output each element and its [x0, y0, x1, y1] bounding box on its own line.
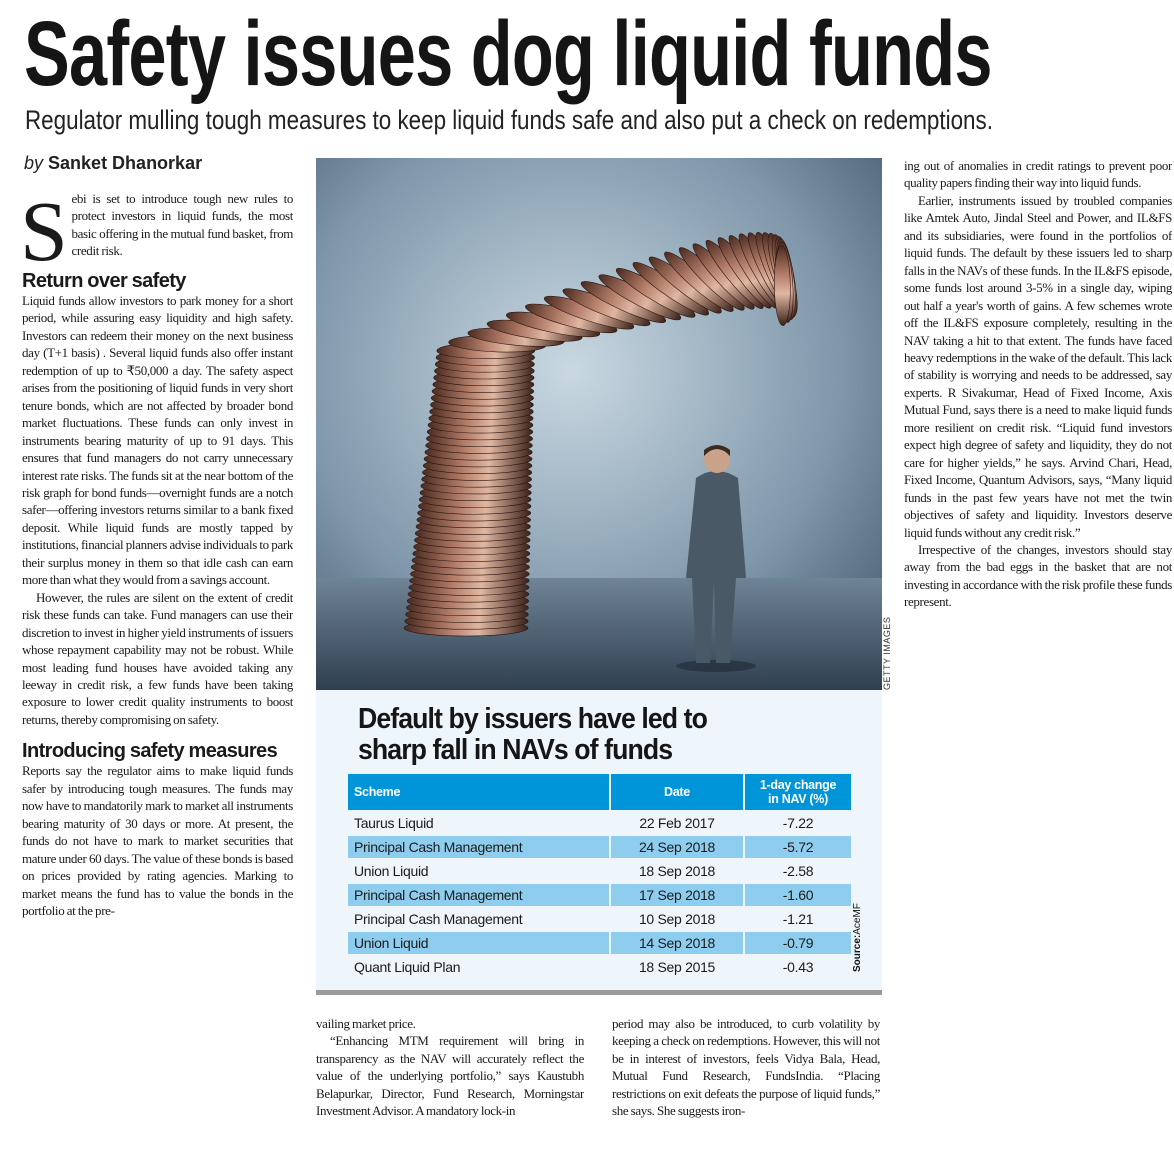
- paragraph: vailing market price.: [316, 1016, 416, 1031]
- source-note: Source:AceMF: [852, 903, 863, 972]
- cell-date: 14 Sep 2018: [611, 932, 743, 954]
- table-title-line: sharp fall in NAVs of funds: [358, 734, 673, 766]
- table-row: Union Liquid 18 Sep 2018 -2.58: [348, 860, 851, 882]
- section-heading: Return over safety: [22, 270, 186, 292]
- table-row: Quant Liquid Plan 18 Sep 2015 -0.43: [348, 956, 851, 978]
- table-row: Principal Cash Management 17 Sep 2018 -1.6…: [348, 884, 851, 906]
- paragraph: Liquid funds allow investors to park mon…: [22, 293, 293, 588]
- table-title: Default by issuers have led to sharp fal…: [358, 703, 708, 766]
- table-row: Taurus Liquid 22 Feb 2017 -7.22: [348, 812, 851, 834]
- cell-date: 18 Sep 2018: [638, 863, 716, 879]
- cell-scheme: Quant Liquid Plan: [354, 959, 461, 975]
- paragraph: However, the rules are silent on the ext…: [22, 589, 293, 727]
- cell-change: -2.58: [782, 863, 814, 879]
- table-title-line: Default by issuers have led to: [358, 703, 708, 735]
- author-name: Sanket Dhanorkar: [48, 153, 203, 173]
- header-scheme: Scheme: [348, 774, 609, 810]
- paragraph: ing out of anomalies in credit ratings t…: [904, 158, 1172, 191]
- table-row: Union Liquid 14 Sep 2018 -0.79: [348, 932, 851, 954]
- cell-date: 18 Sep 2015: [638, 959, 716, 975]
- header-date: Date: [611, 774, 743, 810]
- paragraph: “Enhancing MTM requirement will bring in…: [316, 1033, 584, 1119]
- coin: [773, 245, 791, 326]
- cell-date: 24 Sep 2018: [611, 836, 743, 858]
- paragraph: Irrespective of the changes, investors s…: [904, 541, 1172, 610]
- cell-change: -5.72: [745, 836, 851, 858]
- right-column: ing out of anomalies in credit ratings t…: [904, 157, 1172, 742]
- cell-scheme: Union Liquid: [348, 932, 609, 954]
- cell-date: 17 Sep 2018: [611, 884, 743, 906]
- header-change: 1-day change in NAV (%): [745, 774, 851, 810]
- section-heading: Introducing safety measures: [22, 740, 278, 763]
- table-row: Principal Cash Management 10 Sep 2018 -1.2…: [348, 908, 851, 930]
- headline: Safety issues dog liquid funds: [24, 3, 993, 105]
- cell-scheme: Union Liquid: [354, 863, 429, 879]
- cell-scheme: Principal Cash Management: [348, 884, 609, 906]
- cell-date: 10 Sep 2018: [638, 911, 716, 927]
- middle-column-2: period may also be introduced, to curb v…: [612, 1015, 880, 1140]
- photo-credit: GETTY IMAGES: [882, 616, 892, 690]
- paragraph: period may also be introduced, to curb v…: [612, 1016, 880, 1119]
- middle-column-1: vailing market price. “Enhancing MTM req…: [316, 1015, 584, 1140]
- cell-change: -1.60: [745, 884, 851, 906]
- byline-prefix: by: [24, 153, 44, 173]
- cell-date: 22 Feb 2017: [639, 815, 715, 831]
- paragraph: Earlier, instruments issued by troubled …: [904, 192, 1172, 540]
- cell-scheme: Principal Cash Management: [348, 836, 609, 858]
- cell-change: -0.43: [782, 959, 814, 975]
- cell-scheme: Taurus Liquid: [354, 815, 434, 831]
- table-row: Principal Cash Management 24 Sep 2018 -5.7…: [348, 836, 851, 858]
- paragraph: Reports say the regulator aims to make l…: [22, 763, 293, 918]
- dropcap: S: [22, 190, 68, 279]
- cell-change: -0.79: [745, 932, 851, 954]
- man-figure: [676, 445, 756, 672]
- cell-change: -1.21: [782, 911, 814, 927]
- byline: by Sanket Dhanorkar: [24, 153, 202, 174]
- cell-change: -7.22: [782, 815, 814, 831]
- nav-fall-table: Scheme Date 1-day change in NAV (%) Tauru…: [346, 772, 853, 980]
- panel-divider: [316, 990, 882, 995]
- intro-text: ebi is set to introduce tough new rules …: [71, 191, 293, 259]
- cell-scheme: Principal Cash Management: [354, 911, 523, 927]
- coin-stack-photo: [316, 158, 882, 690]
- subheadline: Regulator mulling tough measures to keep…: [25, 105, 993, 135]
